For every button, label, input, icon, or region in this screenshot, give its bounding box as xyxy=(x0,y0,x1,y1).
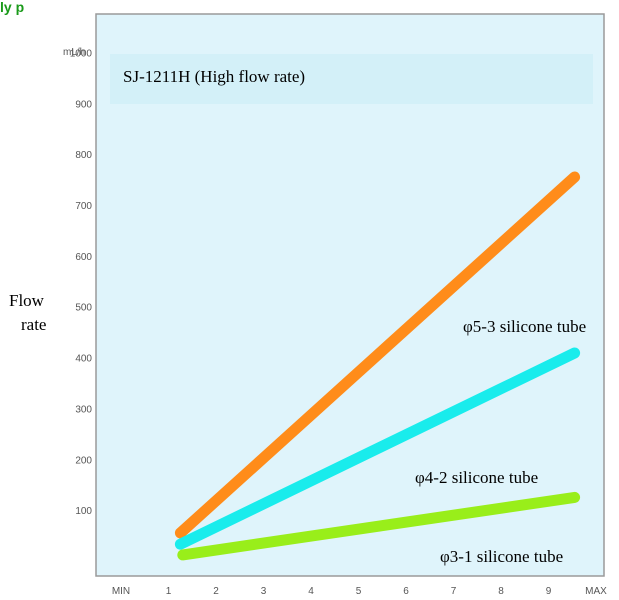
series-label-phi4-2: φ4-2 silicone tube xyxy=(415,468,538,487)
title-box xyxy=(110,54,593,104)
series-lines xyxy=(174,171,581,561)
series-line-0 xyxy=(174,171,581,539)
x-tick-label: 8 xyxy=(498,586,504,597)
x-tick-label: 9 xyxy=(546,586,552,597)
chart-title: SJ-1211H (High flow rate) xyxy=(123,67,305,86)
x-tick-label: 7 xyxy=(451,586,457,597)
x-tick-label: 1 xyxy=(166,586,172,597)
y-tick-label: 900 xyxy=(75,99,92,110)
y-tick-label: 400 xyxy=(75,354,92,365)
series-line-2 xyxy=(177,491,581,561)
y-unit-label: mL/h xyxy=(63,47,85,58)
x-tick-label: 3 xyxy=(261,586,267,597)
y-tick-label: 200 xyxy=(75,455,92,466)
x-tick-label: 6 xyxy=(403,586,409,597)
x-tick-label: 5 xyxy=(356,586,362,597)
y-tick-label: 500 xyxy=(75,303,92,314)
series-label-phi5-3: φ5-3 silicone tube xyxy=(463,317,586,336)
y-tick-label: 300 xyxy=(75,404,92,415)
header-text: ly p xyxy=(0,0,24,15)
plot-area xyxy=(95,13,605,577)
y-tick-label: 1000 xyxy=(70,48,93,59)
x-ticks: MIN 1 2 3 4 5 6 7 8 9 MAX xyxy=(112,586,607,597)
series-line-1 xyxy=(174,347,581,550)
x-tick-label: MAX xyxy=(585,586,607,597)
y-axis-label-line1: Flow xyxy=(9,291,45,310)
x-tick-label: 4 xyxy=(308,586,314,597)
y-tick-label: 800 xyxy=(75,150,92,161)
y-tick-label: 700 xyxy=(75,201,92,212)
y-tick-label: 600 xyxy=(75,252,92,263)
y-axis-label-line2: rate xyxy=(21,315,46,334)
x-tick-label: MIN xyxy=(112,586,130,597)
x-tick-label: 2 xyxy=(213,586,219,597)
series-label-phi3-1: φ3-1 silicone tube xyxy=(440,547,563,566)
y-tick-label: 100 xyxy=(75,506,92,517)
y-ticks: 100 200 300 400 500 600 700 800 900 1000 xyxy=(70,48,93,517)
